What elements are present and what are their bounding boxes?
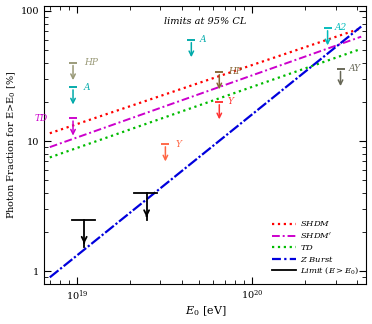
Text: Y: Y (228, 98, 234, 107)
Text: TD: TD (34, 114, 47, 123)
Text: HP: HP (228, 67, 242, 76)
Text: A2: A2 (335, 23, 347, 32)
Text: A: A (84, 83, 90, 92)
Text: HP: HP (84, 58, 97, 67)
Text: AY: AY (349, 64, 361, 73)
Text: limits at 95% CL: limits at 95% CL (164, 17, 247, 26)
Legend: $SHDM$, $SHDM'$, $TD$, $Z\ Burst$, $Limit\ (E>E_0)$: $SHDM$, $SHDM'$, $TD$, $Z\ Burst$, $Limi… (269, 216, 362, 280)
Text: Y: Y (176, 140, 182, 149)
Text: A: A (200, 35, 206, 44)
Y-axis label: Photon Fraction for E>E$_{0}$ [%]: Photon Fraction for E>E$_{0}$ [%] (6, 71, 18, 219)
X-axis label: $E_{0}$ [eV]: $E_{0}$ [eV] (185, 305, 226, 318)
